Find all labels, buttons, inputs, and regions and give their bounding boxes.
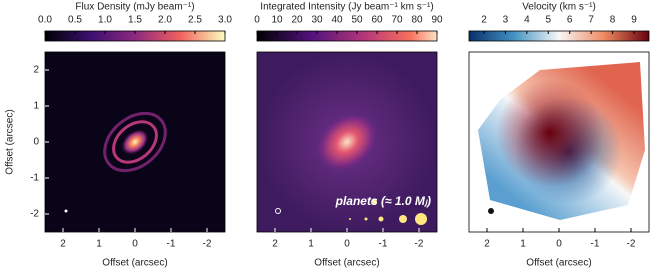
y-tick-label: -2 — [30, 209, 39, 220]
x-tick-label: -2 — [415, 239, 424, 250]
colorbar-tick-label: 2.0 — [158, 15, 172, 26]
x-tick-label: -1 — [167, 239, 176, 250]
colorbar-tick-label: 9 — [631, 15, 637, 26]
x-tick-label: 0 — [556, 239, 562, 250]
colorbar-tick-label: 2.5 — [188, 15, 202, 26]
colorbar-label: Velocity (km s⁻¹) — [522, 2, 596, 13]
colorbar — [256, 30, 438, 42]
x-tick-label: -1 — [379, 239, 388, 250]
colorbar-tick-label: 10 — [271, 15, 283, 26]
colorbar-tick-label: 6 — [567, 15, 573, 26]
x-tick-label: 0 — [132, 239, 138, 250]
colorbar-tick-label: 0 — [254, 15, 260, 26]
colorbar-tick-label: 7 — [588, 15, 594, 26]
x-tick-label: 0 — [344, 239, 350, 250]
x-tick-label: 2 — [484, 239, 490, 250]
colorbar-label: Integrated Intensity (Jy beam⁻¹ km s⁻¹) — [260, 2, 433, 13]
colorbar-tick-label: 1.0 — [98, 15, 112, 26]
x-tick-label: 2 — [272, 239, 278, 250]
y-tick-label: 0 — [33, 137, 39, 148]
colorbar-tick-label: 20 — [291, 15, 303, 26]
colorbar-tick-label: 30 — [311, 15, 323, 26]
x-tick-label: 1 — [308, 239, 314, 250]
image-intensity — [257, 52, 437, 232]
x-tick-label: -2 — [627, 239, 636, 250]
x-tick-label: 2 — [60, 239, 66, 250]
image-flux — [45, 52, 225, 232]
colorbar-tick-label: 0.5 — [68, 15, 82, 26]
x-tick-label: -2 — [203, 239, 212, 250]
colorbar-tick-label: 1.5 — [128, 15, 142, 26]
colorbar-tick-label: 8 — [610, 15, 616, 26]
colorbar-tick-label: 0.0 — [38, 15, 52, 26]
x-axis-label: Offset (arcsec) — [526, 258, 591, 269]
colorbar-tick-label: 80 — [411, 15, 423, 26]
x-tick-label: -1 — [591, 239, 600, 250]
annotation: planets (≈ 1.0 Mⱼ) — [335, 194, 431, 208]
colorbar-tick-label: 90 — [431, 15, 443, 26]
colorbar-tick-label: 5 — [546, 15, 552, 26]
colorbar-tick-label: 3.0 — [218, 15, 232, 26]
y-tick-label: 1 — [33, 101, 39, 112]
y-axis-label: Offset (arcsec) — [5, 109, 16, 174]
colorbar-tick-label: 60 — [371, 15, 383, 26]
colorbar-tick-label: 3 — [503, 15, 509, 26]
colorbar — [468, 30, 650, 42]
colorbar-tick-label: 2 — [481, 15, 487, 26]
colorbar-tick-label: 70 — [391, 15, 403, 26]
x-axis-label: Offset (arcsec) — [102, 258, 167, 269]
x-tick-label: 1 — [520, 239, 526, 250]
x-axis-label: Offset (arcsec) — [314, 258, 379, 269]
colorbar-tick-label: 4 — [524, 15, 530, 26]
colorbar-tick-label: 40 — [331, 15, 343, 26]
y-tick-label: 2 — [33, 65, 39, 76]
image-velocity — [469, 52, 649, 232]
x-tick-label: 1 — [96, 239, 102, 250]
colorbar-tick-label: 50 — [351, 15, 363, 26]
y-tick-label: -1 — [30, 173, 39, 184]
colorbar-label: Flux Density (mJy beam⁻¹) — [75, 2, 194, 13]
